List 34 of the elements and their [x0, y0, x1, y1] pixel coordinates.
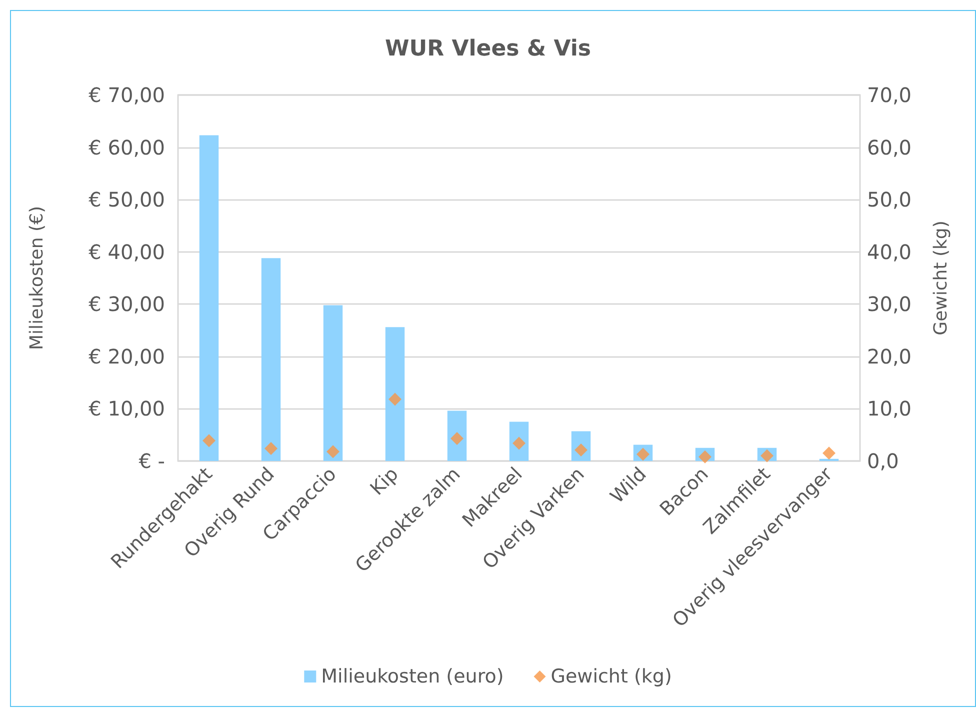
bar: [385, 327, 405, 461]
y2-tick-label: 70,0: [867, 83, 912, 107]
y-tick-label: € 70,00: [88, 83, 165, 107]
bar: [447, 410, 467, 461]
point: [264, 442, 278, 455]
y2-tick-label: 0,0: [867, 449, 899, 473]
bar: [323, 305, 343, 461]
point: [326, 445, 340, 458]
bar: [261, 258, 281, 461]
y2-tick-label: 30,0: [867, 292, 912, 316]
y-tick-label: € 60,00: [88, 135, 165, 160]
y2-tick-label: 20,0: [867, 344, 912, 368]
y-tick-label: € -: [138, 449, 165, 473]
y-tick-label: € 20,00: [88, 344, 165, 368]
chart-title: WUR Vlees & Vis: [384, 36, 592, 62]
y-tick-label: € 30,00: [88, 292, 165, 316]
y2-tick-label: 60,0: [867, 135, 912, 160]
y2-axis-title: Gewicht (kg): [930, 220, 952, 336]
y2-tick-label: 40,0: [867, 240, 912, 264]
legend-label: Milieukosten (euro): [321, 666, 504, 688]
y-axis-title: Milieukosten (€): [26, 206, 48, 350]
bar: [199, 135, 219, 461]
point: [822, 446, 836, 460]
point: [698, 450, 712, 464]
y2-tick-label: 50,0: [867, 188, 912, 212]
point: [202, 434, 216, 448]
y2-tick-label: 10,0: [867, 396, 912, 421]
y-tick-label: € 40,00: [88, 240, 165, 264]
y-tick-label: € 50,00: [88, 188, 165, 212]
point: [388, 392, 402, 406]
legend-label: Gewicht (kg): [550, 666, 672, 688]
y-tick-label: € 10,00: [88, 396, 165, 421]
x-tick-label: Kip: [366, 463, 403, 500]
point: [760, 449, 774, 462]
